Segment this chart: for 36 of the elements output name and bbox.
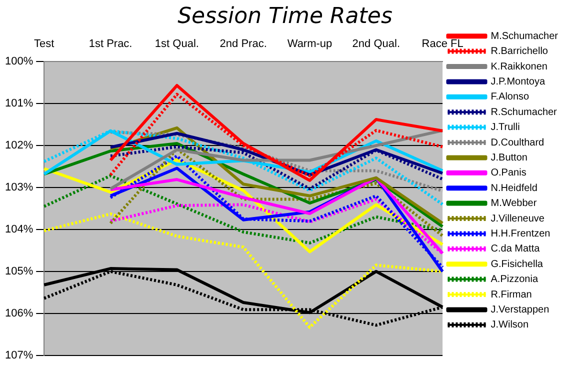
legend-label: R.Barrichello [490, 46, 548, 58]
legend-label: J.Button [490, 152, 528, 164]
x-tick-label: Warm-up [287, 38, 332, 50]
legend-label: R.Firman [490, 289, 532, 300]
x-tick-label: 2nd Prac. [220, 38, 267, 50]
y-tick-label: 106% [4, 307, 34, 320]
legend-label: K.Raikkonen [490, 61, 548, 72]
legend-label: M.Webber [490, 198, 538, 210]
x-tick-label: Race FL [422, 38, 464, 50]
y-tick-label: 105% [4, 265, 34, 278]
legend-label: N.Heidfeld [490, 182, 538, 194]
legend-label: R.Schumacher [490, 106, 558, 118]
legend-label: H.H.Frentzen [490, 228, 550, 240]
legend-label: J.P.Montoya [490, 76, 546, 88]
x-tick-label: 2nd Qual. [352, 38, 400, 50]
legend-label: F.Alonso [490, 92, 530, 103]
y-tick-label: 103% [4, 182, 34, 194]
x-tick-label: Test [34, 38, 54, 50]
x-tick-label: 1st Prac. [88, 38, 132, 50]
y-tick-label: 101% [4, 98, 34, 110]
legend-label: G.Fisichella [490, 258, 544, 270]
x-tick-label: 1st Qual. [154, 38, 199, 50]
y-tick-label: 102% [4, 140, 34, 152]
legend-label: A.Pizzonia [490, 274, 538, 286]
y-tick-label: 100% [4, 56, 34, 68]
y-tick-label: 104% [4, 224, 34, 236]
legend-label: D.Coulthard [490, 137, 544, 148]
y-tick-label: 107% [4, 349, 34, 362]
legend-label: O.Panis [490, 168, 526, 179]
legend-label: J.Verstappen [490, 304, 550, 316]
legend-label: C.da Matta [490, 244, 540, 255]
legend-label: J.Trulli [490, 122, 520, 134]
legend-label: M.Schumacher [490, 30, 559, 42]
legend-label: J.Villeneuve [490, 213, 545, 224]
chart-title: Session Time Rates [178, 4, 392, 29]
legend-label: J.Wilson [490, 320, 529, 331]
